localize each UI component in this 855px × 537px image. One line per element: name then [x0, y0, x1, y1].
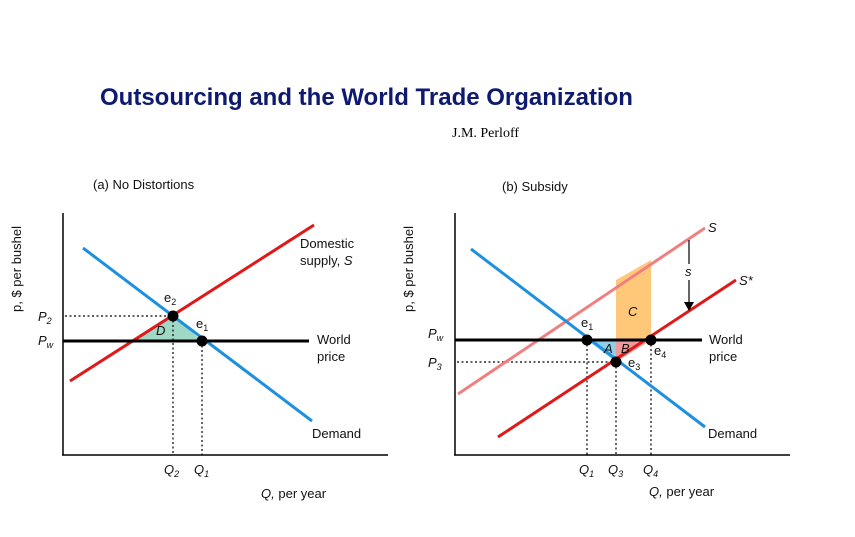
area-b — [616, 340, 651, 362]
area-a — [587, 340, 616, 362]
supply-label-a-line2: supply, S — [300, 253, 353, 268]
world-price-label-a-line1: World — [317, 332, 351, 347]
point-e2-dot — [167, 310, 179, 322]
demand-label-a: Demand — [312, 426, 361, 441]
supply-curve-a — [69, 223, 315, 383]
page-title: Outsourcing and the World Trade Organiza… — [100, 84, 633, 111]
x-tick-q1-b: Q1 — [579, 462, 594, 479]
point-e4-label: e4 — [654, 343, 666, 360]
point-e1-label-b: e1 — [581, 315, 593, 332]
x-tick-q1-a: Q1 — [194, 462, 209, 479]
y-axis-label-a: p, $ per bushel — [9, 226, 24, 312]
supply-label-s: S — [708, 220, 717, 235]
y-tick-p3: P3 — [428, 355, 442, 372]
area-d — [134, 316, 202, 341]
point-e3-label: e3 — [628, 355, 640, 372]
panel-a: (a) No Distortions e2 e1 D Domestic supp… — [9, 177, 388, 501]
subsidy-label-bg — [681, 264, 697, 280]
point-e1-dot-a — [196, 335, 208, 347]
point-e2-label: e2 — [164, 290, 176, 307]
panel-b-title: (b) Subsidy — [502, 179, 568, 194]
supply-label-a-line1: Domestic — [300, 236, 355, 251]
area-b-label: B — [621, 341, 630, 356]
y-axis-label-b: p, $ per bushel — [401, 226, 416, 312]
supply-label-s-star: S* — [739, 273, 754, 288]
area-c-label: C — [628, 304, 638, 319]
supply-curve-original — [457, 226, 706, 396]
demand-label-b: Demand — [708, 426, 757, 441]
panel-b: (b) Subsidy s e1 e3 e4 A B C — [401, 179, 790, 499]
world-price-label-b-line2: price — [709, 349, 737, 364]
y-tick-pw-b: Pw — [428, 326, 444, 343]
demand-curve-a — [82, 246, 313, 423]
world-price-label-a-line2: price — [317, 349, 345, 364]
x-tick-q4: Q4 — [643, 462, 658, 479]
point-e1-label-a: e1 — [196, 316, 208, 333]
point-e1-dot-b — [581, 334, 593, 346]
point-e3-dot — [610, 356, 622, 368]
subsidy-label: s — [685, 264, 692, 279]
y-tick-p2: P2 — [38, 309, 52, 326]
world-price-label-b-line1: World — [709, 332, 743, 347]
x-tick-q2: Q2 — [164, 462, 179, 479]
area-c — [616, 260, 651, 340]
x-tick-q3: Q3 — [608, 462, 623, 479]
panel-a-title: (a) No Distortions — [93, 177, 195, 192]
point-e4-dot — [645, 334, 657, 346]
subsidy-arrow-head — [684, 302, 694, 311]
author-name: J.M. Perloff — [452, 126, 520, 141]
x-axis-label-a: Q, per year — [261, 486, 327, 501]
y-tick-pw-a: Pw — [38, 333, 54, 350]
area-d-label: D — [156, 323, 165, 338]
area-a-label: A — [603, 341, 613, 356]
x-axis-label-b: Q, per year — [649, 484, 715, 499]
